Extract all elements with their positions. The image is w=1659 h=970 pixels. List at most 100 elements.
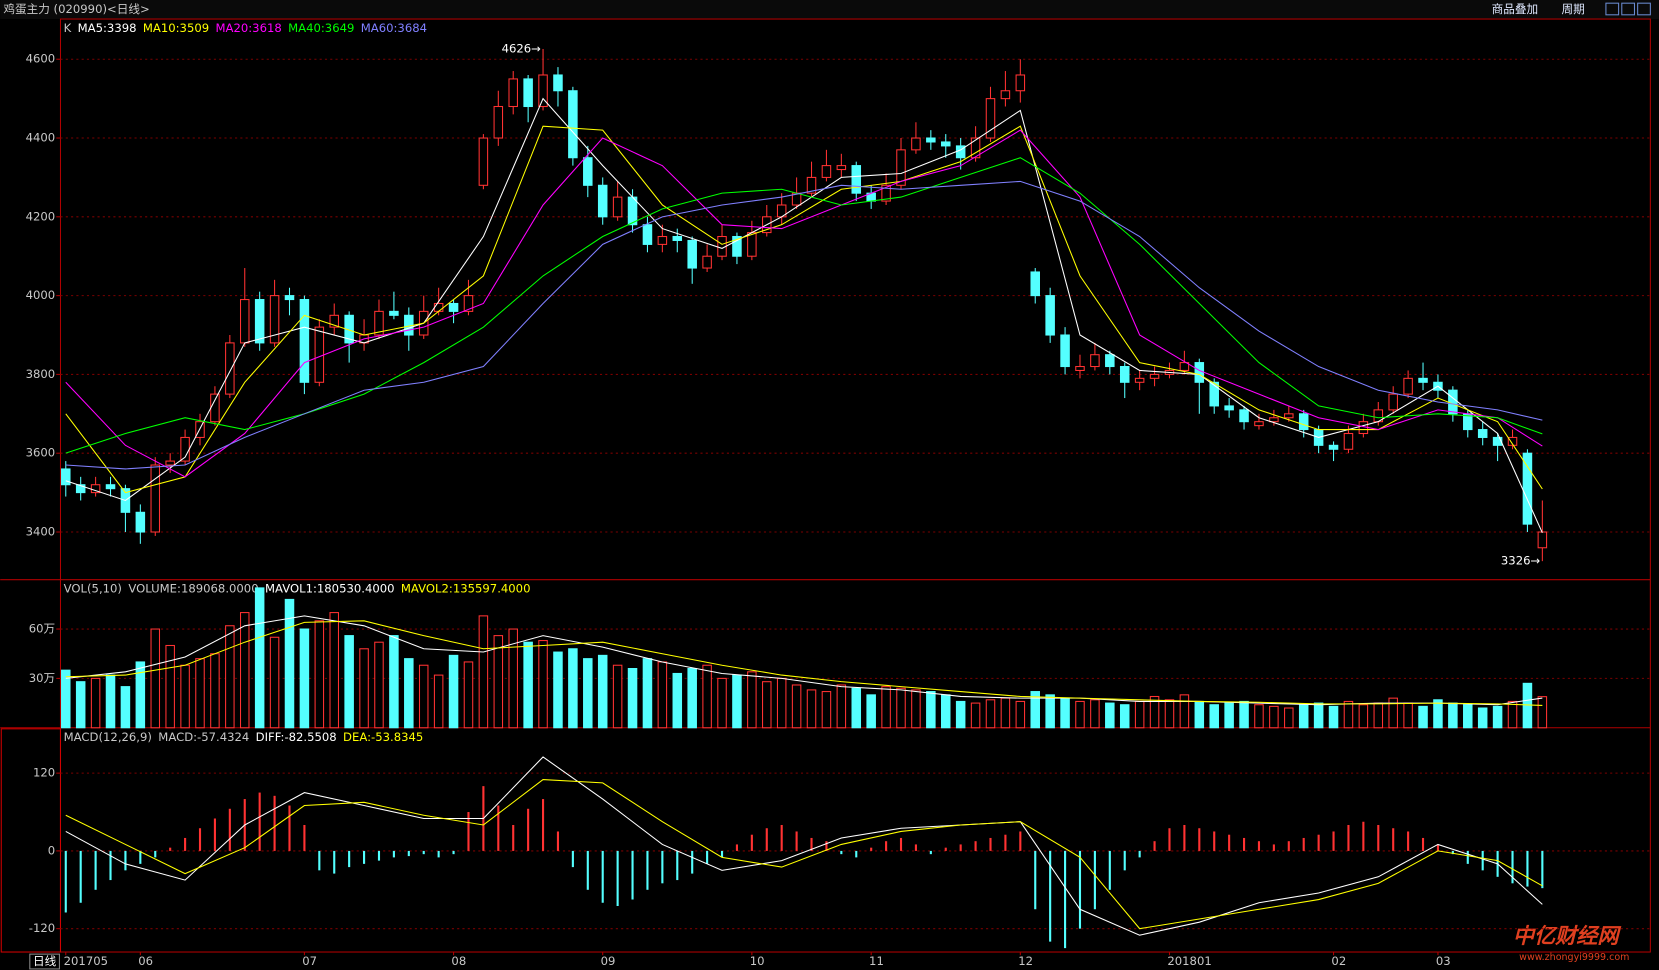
volume-bar xyxy=(389,635,399,729)
overlay-button[interactable]: 商品叠加 xyxy=(1492,2,1539,16)
volume-bar xyxy=(463,661,474,729)
candle-body xyxy=(1045,295,1055,336)
y-tick-label: 4600 xyxy=(26,52,56,66)
volume-bar xyxy=(1492,705,1503,729)
candle-body xyxy=(687,239,697,269)
candle-body xyxy=(1507,436,1518,446)
candle-body xyxy=(1075,366,1085,371)
volume-bar xyxy=(1075,700,1085,729)
candle-body xyxy=(1060,334,1070,368)
x-tick-label: 08 xyxy=(451,954,466,968)
candle-body xyxy=(1269,417,1279,423)
candle-body xyxy=(254,299,265,344)
candle-body xyxy=(493,105,504,139)
candle-body xyxy=(1224,405,1234,411)
legend-entry: MA10:3509 xyxy=(143,21,209,35)
candle-body xyxy=(568,90,578,159)
volume-bar xyxy=(1463,704,1473,729)
volume-bar xyxy=(105,674,116,729)
panel-selector[interactable] xyxy=(0,728,62,953)
volume-bar xyxy=(657,661,668,729)
candle-body xyxy=(1284,413,1294,419)
volume-bar xyxy=(1254,704,1264,729)
ma-line xyxy=(65,620,1543,706)
volume-bar xyxy=(1403,702,1413,729)
volume-bar xyxy=(508,628,518,729)
candle-body xyxy=(1119,366,1130,383)
candle-body xyxy=(239,299,250,344)
candle-body xyxy=(1254,421,1264,427)
y-tick-label: -120 xyxy=(29,921,55,935)
volume-bar xyxy=(329,612,339,729)
candle-body xyxy=(672,235,683,241)
volume-bar xyxy=(1119,704,1130,729)
legend-entry: MA60:3684 xyxy=(361,21,427,35)
candle-body xyxy=(1403,377,1413,395)
candle-body xyxy=(538,74,548,108)
window-button[interactable] xyxy=(1605,2,1620,16)
volume-bar xyxy=(254,587,265,729)
candle-body xyxy=(806,176,817,194)
candle-body xyxy=(210,393,220,423)
volume-bar xyxy=(1433,699,1443,729)
legend-entry: MAVOL1:180530.4000 xyxy=(265,582,395,596)
volume-bar xyxy=(195,658,205,729)
volume-bar xyxy=(762,681,772,729)
candle-body xyxy=(583,157,593,186)
volume-bar xyxy=(493,635,504,729)
legend-entry: MA40:3649 xyxy=(288,21,354,35)
panel-label: K xyxy=(64,21,72,35)
candle-body xyxy=(314,326,325,383)
volume-bar xyxy=(1328,705,1339,729)
ma-line xyxy=(65,756,1543,936)
volume-bar xyxy=(1298,704,1309,729)
volume-bar xyxy=(1194,700,1205,729)
candle-body xyxy=(642,224,653,245)
y-tick-label: 4400 xyxy=(26,131,56,145)
ma-line xyxy=(65,157,1543,454)
window-button[interactable] xyxy=(1621,2,1636,16)
candle-body xyxy=(1328,444,1339,450)
candle-body xyxy=(1105,354,1115,368)
volume-bar xyxy=(717,677,727,729)
volume-bar xyxy=(150,628,161,729)
volume-bar xyxy=(1522,682,1533,729)
candle-body xyxy=(1388,393,1398,411)
period-button[interactable]: 周期 xyxy=(1561,2,1584,16)
watermark-url: www.zhongyi9999.com xyxy=(1519,952,1629,963)
candle-body xyxy=(597,184,608,218)
volume-bar xyxy=(836,684,847,729)
candle-body xyxy=(433,302,444,312)
volume-bar xyxy=(523,641,533,729)
candle-body xyxy=(61,468,71,486)
volume-bar xyxy=(239,612,250,729)
volume-bar xyxy=(314,620,325,729)
candle-body xyxy=(1090,354,1100,368)
volume-bar xyxy=(359,648,369,729)
candle-body xyxy=(165,460,175,466)
volume-bar xyxy=(225,625,235,729)
candle-body xyxy=(478,137,489,186)
candle-body xyxy=(1000,90,1011,100)
volume-bar xyxy=(1537,696,1548,729)
candle-body xyxy=(225,342,235,395)
volume-bar xyxy=(672,672,683,729)
window-button[interactable] xyxy=(1637,2,1651,16)
volume-bar xyxy=(1149,695,1160,729)
volume-bar xyxy=(821,691,832,729)
ma-line xyxy=(65,779,1543,930)
candle-body xyxy=(612,196,623,218)
ma-line xyxy=(65,615,1543,706)
x-tick-label: 03 xyxy=(1436,954,1451,968)
candle-body xyxy=(940,141,951,147)
candle-body xyxy=(657,235,668,245)
volume-bar xyxy=(851,687,862,729)
candle-body xyxy=(970,137,981,159)
volume-bar xyxy=(538,640,548,729)
candle-body xyxy=(1149,373,1160,379)
x-tick-label: 201705 xyxy=(64,954,108,968)
ma-line xyxy=(65,129,1543,478)
volume-bar xyxy=(135,661,146,729)
